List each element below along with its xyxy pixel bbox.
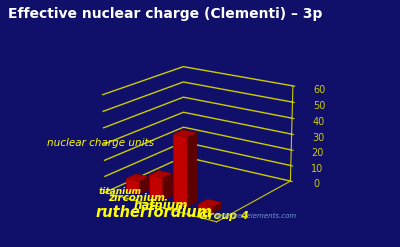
Text: Effective nuclear charge (Clementi) – 3p: Effective nuclear charge (Clementi) – 3p [8, 7, 322, 21]
